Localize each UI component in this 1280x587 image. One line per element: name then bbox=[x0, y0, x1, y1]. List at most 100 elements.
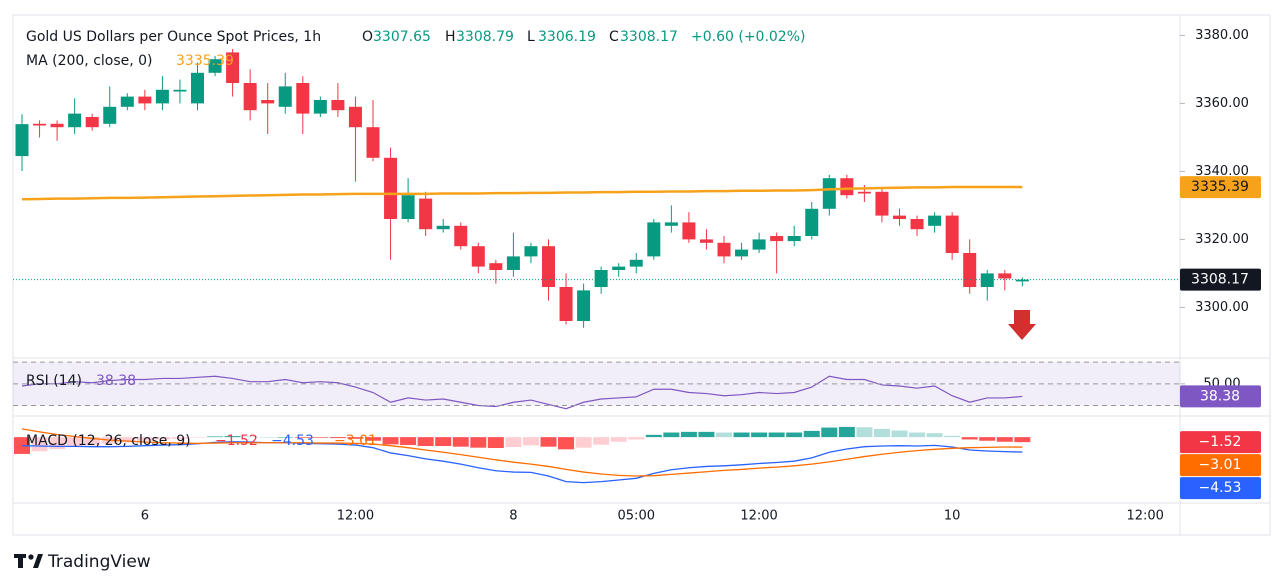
macd-line bbox=[21, 428, 1023, 477]
candle-body bbox=[120, 96, 134, 107]
macd-histogram-bar bbox=[470, 437, 487, 448]
candle-body bbox=[735, 249, 749, 257]
candle-body bbox=[208, 59, 222, 73]
ohlc-value: 3307.65 bbox=[373, 29, 431, 45]
macd-histogram-bar bbox=[347, 437, 364, 439]
candle-body bbox=[296, 83, 310, 114]
candle-body bbox=[401, 195, 415, 219]
y-tick-label: 3380.00 bbox=[1195, 28, 1249, 43]
macd-histogram-bar bbox=[207, 436, 224, 438]
macd-histogram-bar bbox=[171, 437, 188, 439]
candle-body bbox=[366, 127, 380, 158]
macd-histogram-bar bbox=[909, 432, 926, 438]
candle-body bbox=[752, 239, 766, 250]
macd-histogram-bar bbox=[733, 432, 750, 438]
macd-legend-value: −3.01 bbox=[334, 433, 377, 449]
candle-body bbox=[331, 100, 345, 111]
axis-tag bbox=[1180, 477, 1261, 500]
x-tick-label: 10 bbox=[944, 509, 961, 524]
macd-histogram-bar bbox=[522, 437, 539, 446]
candle-body bbox=[348, 106, 362, 128]
axis-tag bbox=[1180, 268, 1261, 291]
rsi-legend: RSI (14) bbox=[26, 373, 82, 389]
macd-histogram-bar bbox=[400, 437, 417, 446]
candle-body bbox=[963, 253, 977, 287]
candle-body bbox=[419, 198, 433, 230]
macd-histogram-bar bbox=[575, 437, 592, 448]
macd-histogram-bar bbox=[628, 437, 645, 440]
ohlc-value: 3308.79 bbox=[456, 29, 514, 45]
macd-histogram-bar bbox=[786, 432, 803, 438]
axis-tag-label: −3.01 bbox=[1199, 457, 1242, 473]
candle-body bbox=[840, 178, 854, 196]
macd-histogram-bar bbox=[154, 437, 171, 440]
candle-body bbox=[647, 222, 661, 257]
plot-area bbox=[14, 49, 1031, 484]
macd-histogram-bar bbox=[312, 437, 329, 438]
axis-tag bbox=[1180, 385, 1261, 408]
x-tick-label: 6 bbox=[141, 509, 149, 524]
macd-histogram-bar bbox=[873, 428, 890, 438]
ohlc-letter: C bbox=[609, 29, 619, 45]
macd-histogram-bar bbox=[329, 437, 346, 439]
macd-histogram-bar bbox=[417, 437, 434, 447]
candle-body bbox=[68, 113, 82, 128]
candle-body bbox=[857, 191, 871, 194]
price-change: +0.60 (+0.02%) bbox=[691, 29, 805, 45]
candle-body bbox=[278, 86, 292, 107]
macd-histogram-bar bbox=[716, 432, 732, 438]
macd-histogram-bar bbox=[119, 437, 136, 443]
macd-histogram-bar bbox=[505, 437, 522, 448]
candle-body bbox=[15, 124, 29, 157]
macd-histogram-bar bbox=[294, 437, 311, 438]
macd-legend-value: −4.53 bbox=[271, 433, 314, 449]
candle-body bbox=[33, 123, 47, 126]
macd-histogram-bar bbox=[136, 437, 153, 441]
macd-histogram-bar bbox=[645, 434, 662, 438]
y-tick-label: 3300.00 bbox=[1195, 300, 1249, 315]
macd-histogram-bar bbox=[821, 427, 838, 438]
candle-body bbox=[313, 100, 327, 114]
candle-body bbox=[928, 215, 942, 226]
candle-body bbox=[682, 222, 696, 240]
candle-body bbox=[594, 270, 608, 287]
macd-histogram-bar bbox=[435, 437, 452, 447]
candle-body bbox=[173, 89, 187, 92]
x-tick-label: 05:00 bbox=[618, 509, 655, 524]
down-arrow bbox=[1008, 310, 1036, 340]
candle-body bbox=[699, 239, 713, 243]
macd-histogram-bar bbox=[84, 437, 101, 446]
macd-histogram-bar bbox=[382, 437, 399, 445]
macd-histogram-bar bbox=[259, 437, 276, 438]
macd-histogram-bar bbox=[593, 437, 610, 445]
frame bbox=[12, 14, 1271, 536]
macd-histogram-bar bbox=[365, 437, 381, 441]
candle-body bbox=[50, 123, 64, 128]
candle-body bbox=[805, 208, 819, 236]
ohlc-value: 3308.17 bbox=[620, 29, 678, 45]
y-tick-label: 3360.00 bbox=[1195, 96, 1249, 111]
macd-legend: MACD (12, 26, close, 9) bbox=[26, 433, 191, 449]
macd-histogram-bar bbox=[768, 432, 785, 438]
candle-body bbox=[910, 219, 924, 230]
candle-body bbox=[191, 72, 204, 104]
macd-histogram-bar bbox=[277, 437, 294, 438]
macd-histogram-bar bbox=[698, 431, 715, 438]
ohlc-letter: O bbox=[362, 29, 373, 45]
candle-body bbox=[454, 225, 468, 247]
candle-body bbox=[489, 263, 503, 270]
ma-legend: MA (200, close, 0) bbox=[26, 53, 153, 69]
macd-histogram-bar bbox=[31, 437, 48, 452]
y-tick-label: 3340.00 bbox=[1195, 164, 1249, 179]
ohlc-letter: H bbox=[445, 29, 456, 45]
rsi-line bbox=[21, 375, 1023, 410]
macd-histogram-bar bbox=[891, 430, 908, 438]
candle-body bbox=[577, 290, 591, 321]
macd-histogram-bar bbox=[224, 436, 241, 438]
macd-histogram-bar bbox=[996, 437, 1013, 442]
axis-tag-label: −1.52 bbox=[1199, 434, 1242, 450]
logo bbox=[14, 554, 43, 568]
axis-tag bbox=[1180, 176, 1261, 199]
axis-tag bbox=[1180, 431, 1261, 454]
